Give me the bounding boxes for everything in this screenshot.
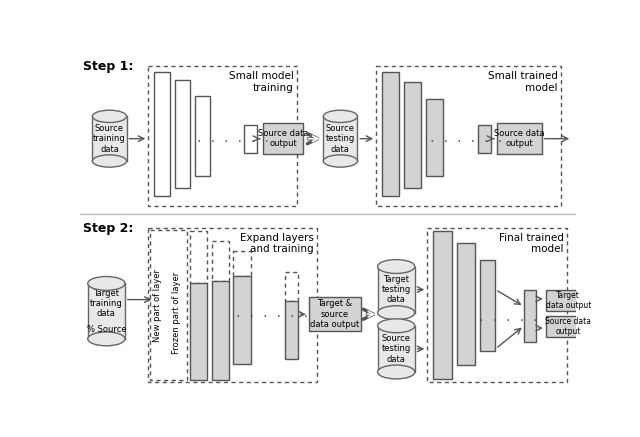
Text: Expand layers
and training: Expand layers and training: [240, 232, 314, 254]
Bar: [190, 284, 207, 381]
Text: % Source: % Source: [86, 325, 126, 334]
Text: New part of layer: New part of layer: [153, 268, 162, 341]
Bar: [212, 241, 229, 281]
Ellipse shape: [92, 110, 127, 122]
Bar: [478, 125, 491, 153]
Ellipse shape: [378, 260, 415, 274]
Bar: [308, 297, 362, 331]
Ellipse shape: [378, 365, 415, 379]
Ellipse shape: [92, 155, 127, 167]
Text: Small trained
model: Small trained model: [488, 71, 557, 93]
Bar: [285, 272, 298, 301]
Ellipse shape: [323, 155, 358, 167]
Text: Small model
training: Small model training: [229, 71, 294, 93]
Text: Source
testing
data: Source testing data: [381, 334, 411, 364]
Bar: [546, 316, 591, 337]
Text: Source data
output: Source data output: [494, 129, 545, 149]
Text: Target &
source
data output: Target & source data output: [310, 299, 360, 329]
Text: Source data
output: Source data output: [545, 317, 591, 336]
Text: Source data
output: Source data output: [258, 129, 308, 149]
Bar: [263, 123, 303, 154]
Text: . . . . . .: . . . . . .: [429, 134, 503, 144]
Ellipse shape: [378, 306, 415, 319]
Text: Final trained
model: Final trained model: [499, 232, 564, 254]
Bar: [234, 251, 250, 276]
Ellipse shape: [88, 277, 125, 290]
Bar: [404, 82, 421, 188]
Bar: [195, 96, 210, 177]
Bar: [285, 301, 298, 359]
Bar: [546, 290, 591, 311]
Bar: [480, 260, 495, 351]
Bar: [88, 284, 125, 339]
Bar: [244, 125, 257, 153]
Bar: [148, 228, 317, 382]
Bar: [154, 73, 170, 196]
Text: Frozen part of layer: Frozen part of layer: [172, 271, 180, 354]
Bar: [190, 231, 207, 284]
Text: . . . . . .: . . . . . .: [235, 309, 309, 319]
Text: Target
testing
data: Target testing data: [381, 275, 411, 305]
Text: Source
testing
data: Source testing data: [326, 124, 355, 153]
Bar: [428, 228, 566, 382]
Bar: [92, 116, 127, 161]
Bar: [426, 99, 443, 177]
Bar: [382, 73, 399, 196]
Ellipse shape: [88, 332, 125, 346]
Bar: [433, 231, 452, 379]
Text: Source
training
data: Source training data: [93, 124, 126, 153]
Ellipse shape: [378, 319, 415, 333]
Bar: [524, 290, 536, 342]
Ellipse shape: [323, 110, 358, 122]
Text: Step 2:: Step 2:: [83, 222, 134, 235]
Bar: [378, 267, 415, 313]
Bar: [378, 326, 415, 372]
Bar: [150, 229, 187, 381]
Bar: [323, 116, 358, 161]
Bar: [497, 123, 542, 154]
Text: . . . . . .: . . . . . .: [196, 134, 270, 144]
Text: Target
data output: Target data output: [545, 291, 591, 310]
Bar: [234, 276, 250, 364]
Text: Step 1:: Step 1:: [83, 60, 134, 73]
Bar: [457, 243, 476, 365]
Bar: [212, 281, 229, 380]
Text: . . . . . .: . . . . . .: [479, 313, 553, 323]
Bar: [148, 66, 297, 206]
Text: Target
training
data: Target training data: [90, 288, 123, 319]
Bar: [175, 80, 190, 188]
Bar: [376, 66, 561, 206]
